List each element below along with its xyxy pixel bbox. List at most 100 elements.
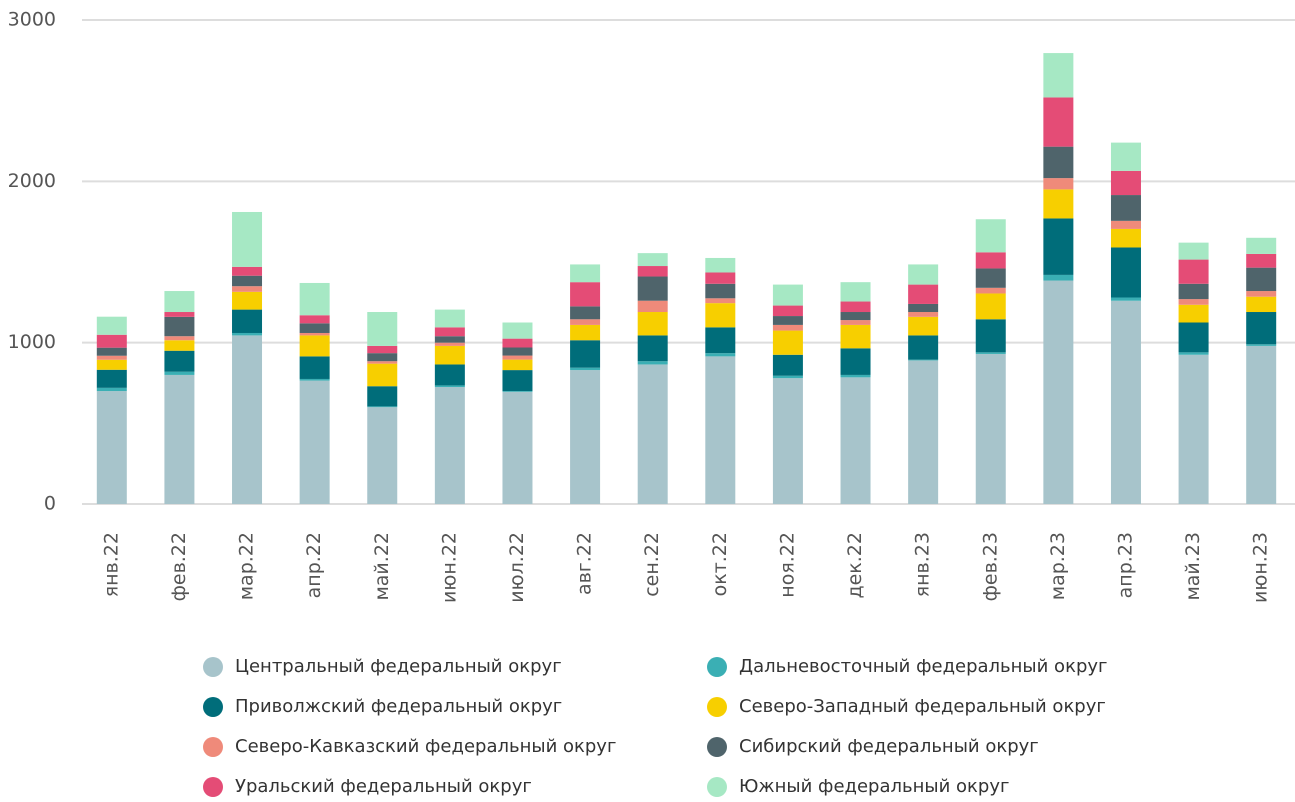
bar-segment bbox=[908, 359, 939, 361]
legend-marker bbox=[707, 657, 727, 677]
bar-segment bbox=[434, 387, 465, 504]
x-tick-label: фев.22 bbox=[168, 532, 190, 601]
bar-segment bbox=[1178, 304, 1209, 323]
bar-segment bbox=[96, 347, 127, 356]
legend-label: Уральский федеральный округ bbox=[235, 776, 532, 797]
bar-segment bbox=[570, 264, 601, 283]
x-tick-label: июл.22 bbox=[506, 532, 528, 603]
bar-segment bbox=[1246, 267, 1277, 292]
bar-segment bbox=[232, 291, 263, 310]
bar-segment bbox=[908, 312, 939, 317]
bar-segment bbox=[772, 305, 803, 317]
legend-label: Центральный федеральный округ bbox=[235, 656, 562, 677]
x-tick-label: май.22 bbox=[371, 532, 393, 601]
bar-segment bbox=[1043, 189, 1074, 219]
bar-segment bbox=[570, 367, 601, 371]
bar-segment bbox=[232, 332, 263, 336]
bar-segment bbox=[772, 354, 803, 376]
bar-segment bbox=[637, 361, 668, 365]
bar-segment bbox=[1110, 297, 1141, 301]
bar-segment bbox=[367, 363, 398, 387]
bar-segment bbox=[434, 309, 465, 328]
legend-label: Приволжский федеральный округ bbox=[235, 696, 562, 717]
bar-segment bbox=[840, 348, 871, 375]
bar-segment bbox=[164, 316, 195, 337]
bar-segment bbox=[637, 312, 668, 336]
bar-segment bbox=[705, 353, 736, 357]
bar-segment bbox=[908, 335, 939, 360]
bar-segment bbox=[299, 378, 330, 381]
bar-segment bbox=[570, 306, 601, 320]
bar-segment bbox=[908, 316, 939, 336]
bar-segment bbox=[1178, 299, 1209, 305]
bar-segment bbox=[1110, 142, 1141, 171]
bar-segment bbox=[502, 338, 533, 348]
bar-segment bbox=[232, 335, 263, 504]
bar-segment bbox=[772, 284, 803, 306]
bar-segment bbox=[1246, 345, 1277, 504]
bar-segment bbox=[1246, 296, 1277, 313]
bar-segment bbox=[502, 347, 533, 356]
bar-segment bbox=[96, 355, 127, 360]
bar-segment bbox=[232, 266, 263, 276]
bar-segment bbox=[367, 353, 398, 362]
bar-segment bbox=[772, 378, 803, 504]
bar-segment bbox=[367, 407, 398, 504]
legend-marker bbox=[707, 737, 727, 757]
bar-segment bbox=[840, 377, 871, 504]
bar-segment bbox=[908, 284, 939, 304]
x-tick-label: мар.23 bbox=[1047, 532, 1069, 600]
bar-segment bbox=[705, 283, 736, 299]
bar-segment bbox=[1110, 228, 1141, 248]
bar-segment bbox=[975, 252, 1006, 269]
bar-segment bbox=[434, 327, 465, 337]
bar-segment bbox=[434, 336, 465, 343]
bar-segment bbox=[975, 268, 1006, 288]
bar-segment bbox=[1043, 97, 1074, 147]
bar-segment bbox=[299, 356, 330, 379]
legend-marker bbox=[203, 777, 223, 797]
x-tick-label: янв.23 bbox=[912, 532, 934, 597]
bar-segment bbox=[772, 375, 803, 379]
bar-segment bbox=[840, 312, 871, 321]
bar-segment bbox=[840, 374, 871, 378]
bar-segment bbox=[299, 335, 330, 357]
bar-segment bbox=[502, 322, 533, 339]
bar-segment bbox=[772, 324, 803, 331]
bar-segment bbox=[299, 323, 330, 333]
x-tick-label: мар.22 bbox=[236, 532, 258, 600]
bar-segment bbox=[1246, 291, 1277, 297]
x-tick-label: фев.23 bbox=[979, 532, 1001, 601]
bar-segment bbox=[975, 319, 1006, 353]
bar-segment bbox=[299, 332, 330, 336]
legend-label: Дальневосточный федеральный округ bbox=[739, 656, 1107, 677]
bar-segment bbox=[502, 370, 533, 392]
bar-segment bbox=[164, 336, 195, 341]
bar-segment bbox=[299, 282, 330, 316]
bar-segment bbox=[840, 324, 871, 349]
bar-segment bbox=[975, 219, 1006, 253]
bar-segment bbox=[772, 316, 803, 325]
bar-segment bbox=[637, 253, 668, 267]
bar-segment bbox=[299, 380, 330, 504]
bar-segment bbox=[434, 364, 465, 386]
bar-segment bbox=[1043, 218, 1074, 275]
bar-segment bbox=[1110, 195, 1141, 221]
bar-segment bbox=[1178, 322, 1209, 353]
bar-segment bbox=[502, 359, 533, 371]
bar-segment bbox=[1246, 344, 1277, 346]
y-tick-label: 2000 bbox=[8, 170, 56, 192]
bar-segment bbox=[705, 327, 736, 354]
bar-segment bbox=[367, 345, 398, 354]
x-tick-label: ноя.22 bbox=[776, 532, 798, 598]
y-tick-label: 0 bbox=[44, 493, 56, 515]
y-tick-label: 1000 bbox=[8, 331, 56, 353]
y-tick-label: 3000 bbox=[8, 9, 56, 31]
legend-label: Северо-Западный федеральный округ bbox=[739, 696, 1106, 717]
bar-segment bbox=[705, 298, 736, 304]
bar-segment bbox=[1178, 242, 1209, 260]
bar-segment bbox=[502, 391, 533, 504]
legend-label: Южный федеральный округ bbox=[739, 776, 1009, 797]
bar-segment bbox=[840, 301, 871, 313]
bar-segment bbox=[96, 369, 127, 388]
